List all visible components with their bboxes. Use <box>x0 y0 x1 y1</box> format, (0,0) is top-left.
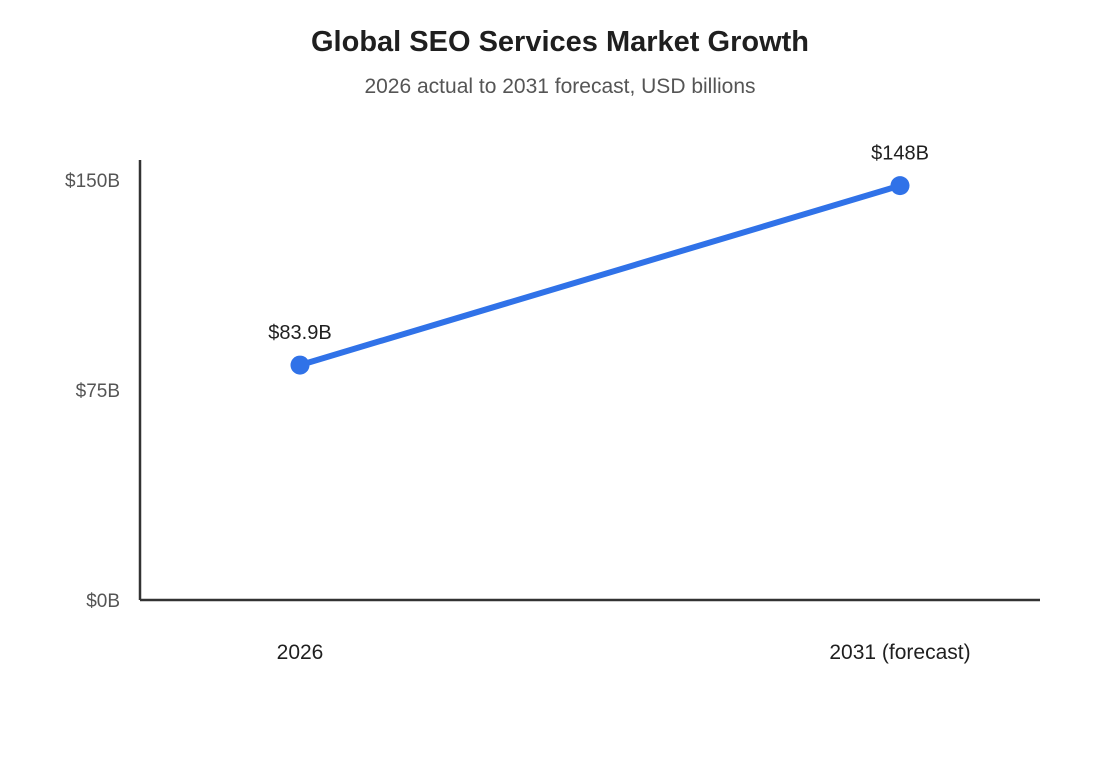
y-tick-labels: $0B $75B $150B <box>65 171 120 612</box>
x-category-label: 2031 (forecast) <box>829 641 970 664</box>
data-label: $148B <box>871 143 929 165</box>
y-tick-label: $75B <box>76 381 120 402</box>
x-category-label: 2026 <box>277 641 324 664</box>
data-points <box>290 176 910 375</box>
y-tick-label: $0B <box>86 591 120 612</box>
chart-title: Global SEO Services Market Growth <box>311 26 809 58</box>
data-point <box>290 355 310 375</box>
chart-subtitle: 2026 actual to 2031 forecast, USD billio… <box>364 75 756 98</box>
data-labels: $83.9B $148B <box>268 143 929 344</box>
data-point <box>890 176 910 196</box>
y-tick-label: $150B <box>65 171 120 192</box>
data-label: $83.9B <box>268 322 331 344</box>
x-category-labels: 2026 2031 (forecast) <box>277 641 971 664</box>
series-line <box>297 182 903 369</box>
